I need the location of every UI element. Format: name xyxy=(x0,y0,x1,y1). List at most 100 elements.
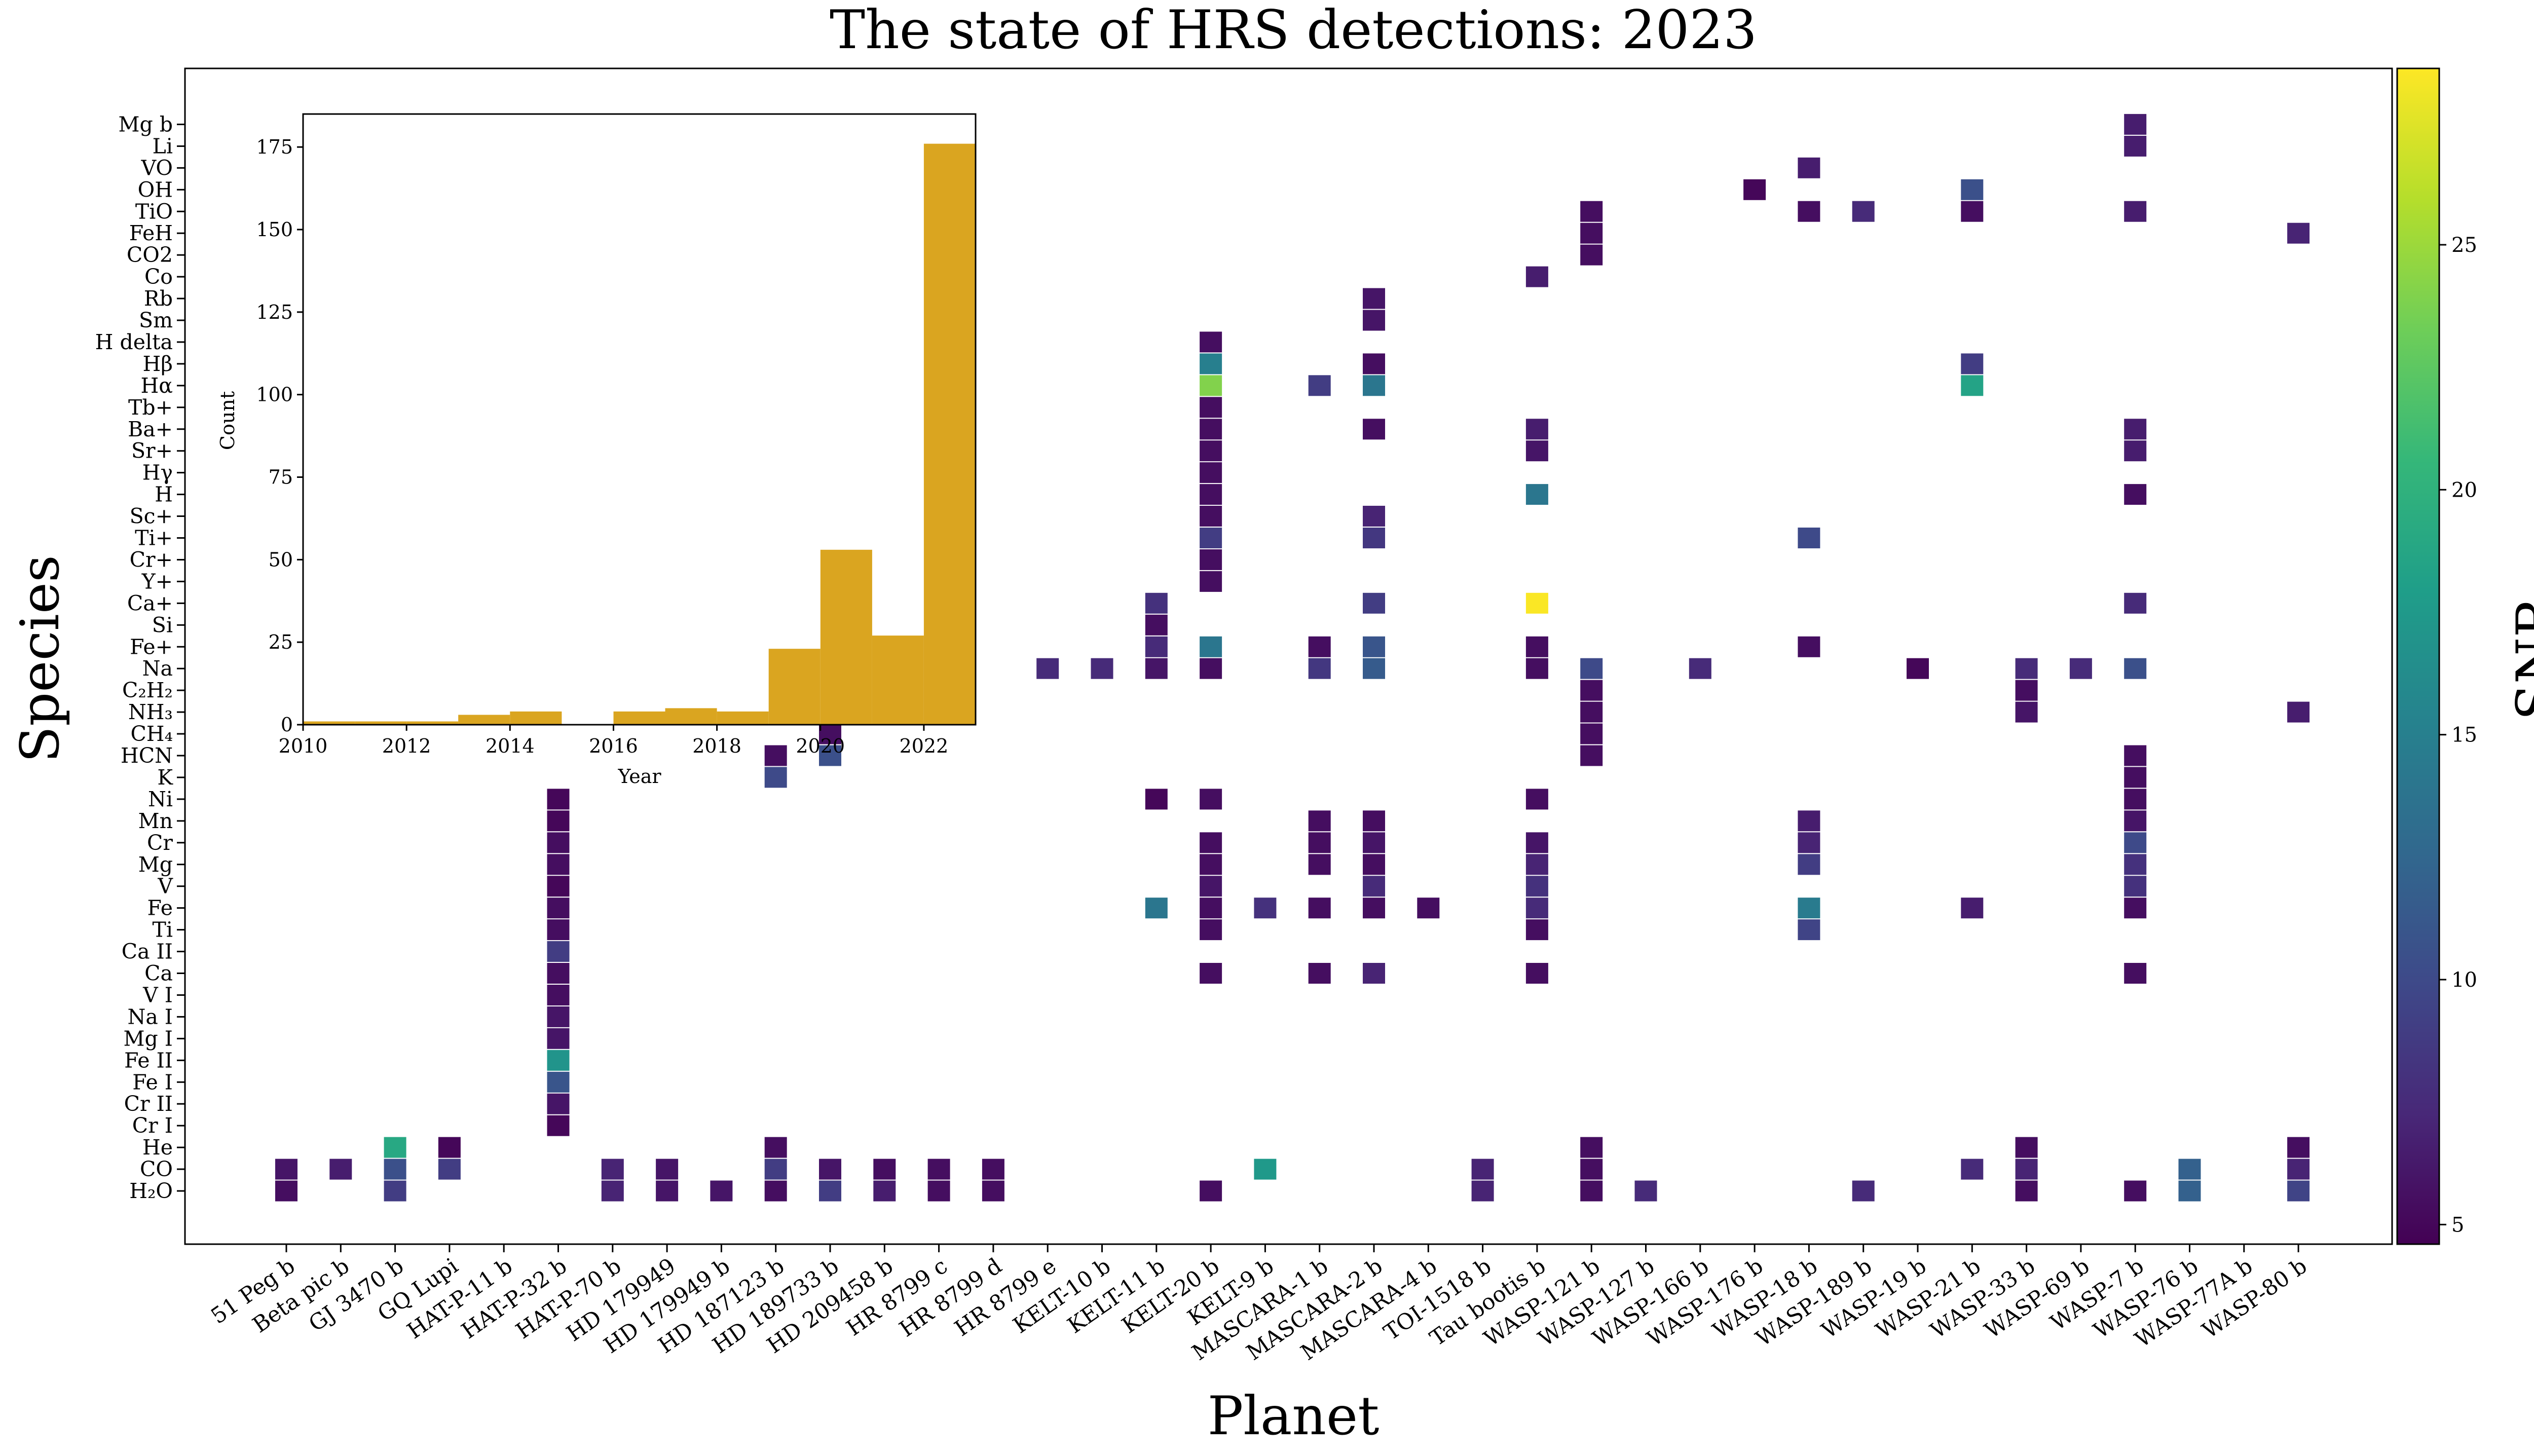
heatmap-cell xyxy=(1363,854,1385,875)
y-tick-label: Y+ xyxy=(141,569,173,593)
heatmap-cell xyxy=(1580,1159,1603,1180)
colorbar-label: SNR xyxy=(2505,596,2534,721)
colorbar-tick-label: 5 xyxy=(2451,1213,2464,1237)
heatmap-cell xyxy=(1200,658,1222,679)
y-tick-label: Ca II xyxy=(122,940,173,964)
y-tick-label: TiO xyxy=(135,199,173,223)
heatmap-cell xyxy=(1200,832,1222,853)
heatmap-cell xyxy=(1200,571,1222,592)
heatmap-cell xyxy=(438,1159,461,1180)
colorbar-bar xyxy=(2396,67,2440,1245)
heatmap-cell xyxy=(764,745,787,766)
heatmap-cell xyxy=(2124,832,2147,853)
heatmap-cell xyxy=(547,1071,570,1093)
heatmap-cell xyxy=(1961,1159,1984,1180)
heatmap-cell xyxy=(927,1159,950,1180)
heatmap-cell xyxy=(2015,680,2038,701)
heatmap-cell xyxy=(2124,745,2147,766)
heatmap-cell xyxy=(1580,1180,1603,1202)
heatmap-cell xyxy=(384,1180,406,1202)
heatmap-cell xyxy=(1961,898,1984,919)
y-tick-label: CH₄ xyxy=(130,722,173,746)
y-tick-label: VO xyxy=(140,156,173,180)
heatmap-cell xyxy=(1363,658,1385,679)
heatmap-cell xyxy=(1200,1180,1222,1202)
histogram-bar xyxy=(406,721,459,725)
inset-x-tick-label: 2012 xyxy=(382,735,431,757)
heatmap-cell xyxy=(710,1180,733,1202)
y-tick-label: Sr+ xyxy=(131,439,173,463)
heatmap-cell xyxy=(2124,484,2147,505)
heatmap-cell xyxy=(1525,266,1548,287)
heatmap-cell xyxy=(2124,963,2147,984)
heatmap-cell xyxy=(1798,636,1820,657)
heatmap-cell xyxy=(2124,592,2147,614)
heatmap-cell xyxy=(1363,963,1385,984)
heatmap-cell xyxy=(1798,832,1820,853)
heatmap-cell xyxy=(1363,353,1385,375)
y-tick-label: OH xyxy=(138,177,173,202)
heatmap-cell xyxy=(547,876,570,897)
heatmap-cell xyxy=(1961,201,1984,222)
y-tick-label: V xyxy=(157,874,173,899)
heatmap-cell xyxy=(1580,222,1603,244)
histogram-bar xyxy=(872,636,924,725)
heatmap-cell xyxy=(1961,179,1984,200)
colorbar-tick-label: 15 xyxy=(2451,724,2477,747)
histogram-bar xyxy=(820,549,872,725)
y-tick-label: Na xyxy=(142,656,173,681)
heatmap-cell xyxy=(601,1180,624,1202)
heatmap-cell xyxy=(1200,549,1222,570)
heatmap-cell xyxy=(1798,157,1820,178)
y-tick-label: Na I xyxy=(127,1004,173,1029)
heatmap-cell xyxy=(1525,440,1548,462)
heatmap-cell xyxy=(1471,1159,1494,1180)
heatmap-cell xyxy=(1798,854,1820,875)
heatmap-cell xyxy=(1798,528,1820,548)
heatmap-cell xyxy=(2124,114,2147,135)
heatmap-cell xyxy=(547,963,570,984)
heatmap-cell xyxy=(329,1159,352,1180)
heatmap-cell xyxy=(656,1159,679,1180)
inset-x-axis-label: Year xyxy=(617,765,661,788)
y-tick-label: H xyxy=(155,482,173,507)
heatmap-cell xyxy=(2287,1180,2310,1202)
heatmap-cell xyxy=(1907,658,1929,679)
y-tick-label: Ni xyxy=(148,787,173,811)
heatmap-cell xyxy=(438,1137,461,1158)
y-tick-label: Rb xyxy=(144,286,173,311)
heatmap-cell xyxy=(2124,1180,2147,1202)
heatmap-cell xyxy=(1580,1137,1603,1158)
y-tick-label: Fe II xyxy=(124,1048,173,1072)
y-tick-label: Si xyxy=(152,613,173,637)
y-tick-label: Fe+ xyxy=(130,634,173,659)
y-tick-label: H delta xyxy=(95,330,173,354)
inset-x-tick-label: 2018 xyxy=(692,735,741,757)
heatmap-cell xyxy=(1580,658,1603,679)
heatmap-cell xyxy=(1363,898,1385,919)
heatmap-cell xyxy=(819,723,841,744)
heatmap-cell xyxy=(1145,658,1168,679)
x-axis-label: Planet xyxy=(1208,1385,1380,1447)
colorbar: 5 10 15 20 25 xyxy=(2396,67,2477,1245)
heatmap-cell xyxy=(2124,419,2147,440)
heatmap-cell xyxy=(2124,440,2147,462)
heatmap-cell xyxy=(547,810,570,832)
heatmap-cell xyxy=(764,1137,787,1158)
heatmap-cell xyxy=(2015,1180,2038,1202)
heatmap-cell xyxy=(1580,244,1603,266)
heatmap-cell xyxy=(1145,614,1168,636)
histogram-bar xyxy=(458,715,510,725)
heatmap-cell xyxy=(1200,919,1222,941)
y-tick-label: Ca+ xyxy=(127,591,173,615)
heatmap-cell xyxy=(764,1180,787,1202)
y-tick-label: H₂O xyxy=(129,1179,173,1203)
heatmap-cell xyxy=(819,1159,841,1180)
y-tick-label: Tb+ xyxy=(128,395,173,420)
histogram-bar xyxy=(717,711,769,725)
inset-y-tick-label: 100 xyxy=(256,384,293,406)
inset-frame xyxy=(302,113,977,726)
heatmap-cell xyxy=(1363,876,1385,897)
heatmap-cell xyxy=(1363,810,1385,832)
y-tick-label: Cr xyxy=(147,831,173,855)
